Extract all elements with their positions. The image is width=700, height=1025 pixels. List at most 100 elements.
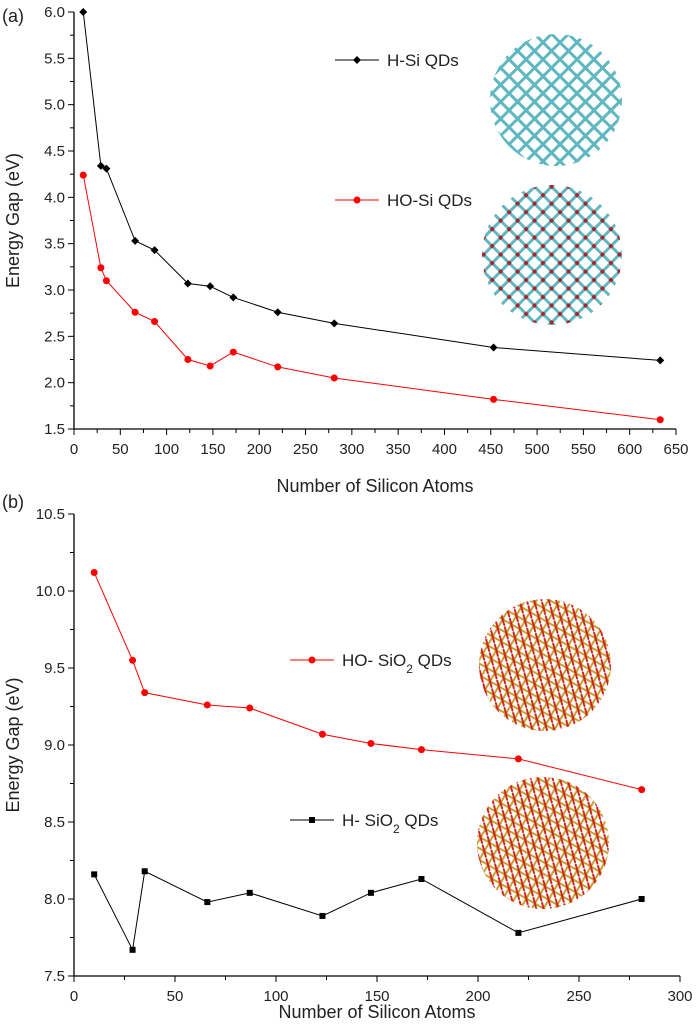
data-point — [102, 164, 111, 173]
data-point — [97, 264, 105, 272]
panel-label: (a) — [2, 6, 24, 26]
data-point — [246, 889, 253, 896]
inset-h-si-structure — [490, 34, 622, 166]
data-point — [141, 689, 149, 697]
inset-h-sio2-structure — [477, 777, 609, 909]
x-tick-label: 350 — [386, 441, 411, 458]
x-tick-label: 0 — [70, 441, 78, 458]
x-tick-label: 100 — [154, 441, 179, 458]
chart-panel-a: (a) 0 50 100 150 200 250 300 350 400 450 500 550 600 6… — [2, 4, 689, 496]
x-tick-label: 50 — [167, 988, 184, 1005]
data-point — [656, 416, 664, 424]
series-h-sio2-qds — [91, 868, 645, 953]
legend-marker — [308, 656, 316, 664]
y-tick-label: 8.5 — [44, 814, 65, 831]
data-point — [79, 171, 87, 179]
x-tick-label: 450 — [478, 441, 503, 458]
y-tick-label: 1.5 — [44, 421, 65, 438]
data-point — [367, 889, 374, 896]
data-point — [273, 308, 282, 317]
series-ho-sio2-qds — [90, 569, 646, 794]
x-tick-label: 0 — [70, 988, 78, 1005]
legend-label: HO- SiO2 QDs — [342, 651, 452, 676]
x-tick-label: 500 — [525, 441, 550, 458]
data-point — [141, 868, 148, 875]
data-point — [318, 730, 326, 738]
legend-label: H-Si QDs — [387, 51, 459, 70]
data-point — [184, 356, 192, 363]
data-point — [129, 946, 136, 953]
y-tick-label: 9.5 — [44, 660, 65, 677]
legend-entry: HO-Si QDs — [335, 191, 472, 210]
legend-marker — [353, 196, 361, 204]
inset-ho-si-structure — [482, 185, 622, 325]
x-axis-title: Number of Silicon Atoms — [278, 1002, 475, 1022]
x-tick-label: 300 — [339, 441, 364, 458]
data-point — [91, 871, 98, 878]
x-tick-label: 200 — [247, 441, 272, 458]
series-line — [93, 572, 642, 791]
data-point — [151, 318, 159, 326]
data-point — [102, 277, 110, 285]
data-point — [90, 569, 98, 577]
legend-entry: HO- SiO2 QDs — [290, 651, 452, 676]
legend-entry: H-Si QDs — [335, 51, 459, 70]
x-tick-label: 100 — [263, 988, 288, 1005]
x-axis-title: Number of Silicon Atoms — [276, 476, 473, 496]
inset-ho-sio2-structure — [479, 599, 611, 731]
data-point — [489, 343, 498, 352]
x-tick-label: 650 — [663, 441, 688, 458]
data-point — [183, 279, 192, 288]
data-point — [204, 899, 211, 906]
data-point — [330, 374, 338, 382]
x-tick-label: 150 — [200, 441, 225, 458]
data-point — [330, 319, 339, 328]
y-tick-label: 4.0 — [44, 189, 65, 206]
data-point — [367, 739, 375, 747]
data-point — [246, 704, 254, 712]
y-tick-label: 8.0 — [44, 891, 65, 908]
y-tick-label: 2.5 — [44, 328, 65, 345]
y-tick-label: 7.5 — [44, 968, 65, 985]
data-point — [514, 755, 522, 763]
y-tick-label: 4.5 — [44, 143, 65, 160]
data-point — [96, 161, 105, 170]
data-point — [319, 912, 326, 919]
y-tick-label: 3.5 — [44, 236, 65, 253]
x-tick-label: 200 — [465, 988, 490, 1005]
data-point — [79, 8, 88, 16]
x-tick-label: 600 — [617, 441, 642, 458]
y-axis-title: Energy Gap (eV) — [3, 153, 23, 288]
x-tick-label: 250 — [566, 988, 591, 1005]
series-h-si-qds — [79, 8, 665, 365]
data-point — [490, 395, 498, 403]
data-point — [418, 875, 425, 882]
data-point — [131, 308, 139, 316]
data-point — [150, 246, 159, 255]
data-point — [515, 929, 522, 936]
series-ho-si-qds — [79, 171, 664, 424]
data-point — [229, 293, 238, 302]
data-point — [417, 746, 425, 754]
y-tick-label: 10.5 — [36, 506, 65, 523]
legend-label: HO-Si QDs — [387, 191, 472, 210]
y-tick-label: 2.0 — [44, 375, 65, 392]
chart-panel-b: (b) 0 50 100 150 200 250 300 7.5 8.0 8.5 9.0 9.5 10.0… — [2, 492, 693, 1022]
data-point — [656, 356, 665, 365]
data-point — [203, 701, 211, 709]
panel-label: (b) — [2, 492, 24, 512]
legend-marker — [353, 56, 361, 64]
data-point — [638, 786, 646, 794]
y-tick-label: 6.0 — [44, 4, 65, 21]
x-tick-label: 300 — [667, 988, 692, 1005]
y-tick-label: 10.0 — [36, 583, 65, 600]
data-point — [229, 348, 237, 356]
data-point — [129, 656, 137, 664]
y-tick-label: 5.5 — [44, 50, 65, 67]
y-axis-title: Energy Gap (eV) — [3, 677, 23, 812]
x-tick-label: 150 — [364, 988, 389, 1005]
x-tick-label: 50 — [112, 441, 129, 458]
y-tick-label: 5.0 — [44, 97, 65, 114]
legend-label: H- SiO2 QDs — [342, 811, 438, 836]
